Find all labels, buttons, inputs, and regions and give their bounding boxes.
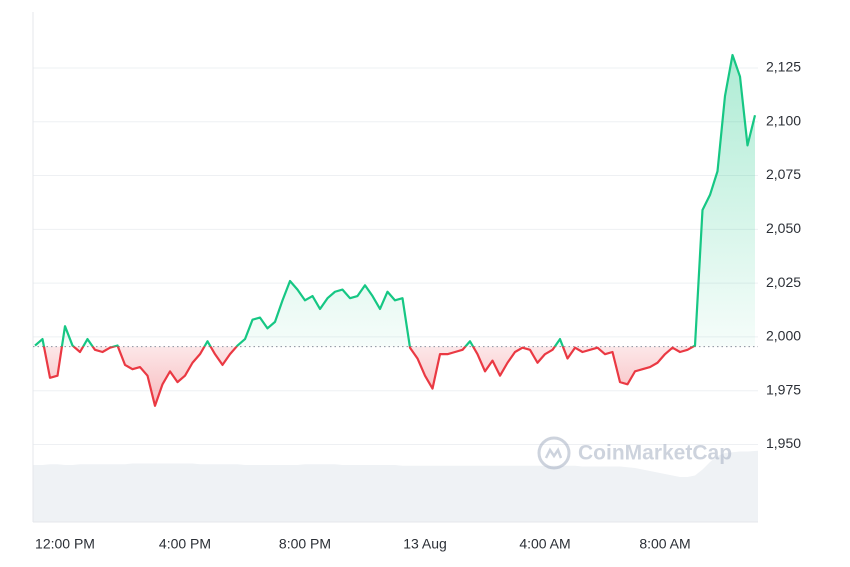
- y-tick-label: 2,025: [766, 274, 801, 290]
- y-tick-label: 2,100: [766, 112, 801, 128]
- x-tick-label: 13 Aug: [403, 536, 447, 552]
- watermark: CoinMarketCap: [537, 436, 732, 470]
- x-tick-label: 8:00 AM: [639, 536, 690, 552]
- x-tick-label: 4:00 AM: [519, 536, 570, 552]
- price-line: [34, 53, 757, 407]
- y-tick-label: 1,975: [766, 381, 801, 397]
- x-tick-label: 12:00 PM: [35, 536, 95, 552]
- y-tick-label: 2,125: [766, 59, 801, 75]
- watermark-text: CoinMarketCap: [578, 442, 732, 465]
- x-tick-label: 4:00 PM: [159, 536, 211, 552]
- watermark-logo-mark: [544, 447, 563, 459]
- price-area: [35, 55, 755, 406]
- y-tick-label: 2,075: [766, 166, 801, 182]
- y-tick-label: 2,050: [766, 220, 801, 236]
- y-tick-label: 2,000: [766, 328, 801, 344]
- x-tick-label: 8:00 PM: [279, 536, 331, 552]
- watermark-logo: [537, 436, 571, 470]
- volume-area: [33, 450, 758, 522]
- y-tick-label: 1,950: [766, 435, 801, 451]
